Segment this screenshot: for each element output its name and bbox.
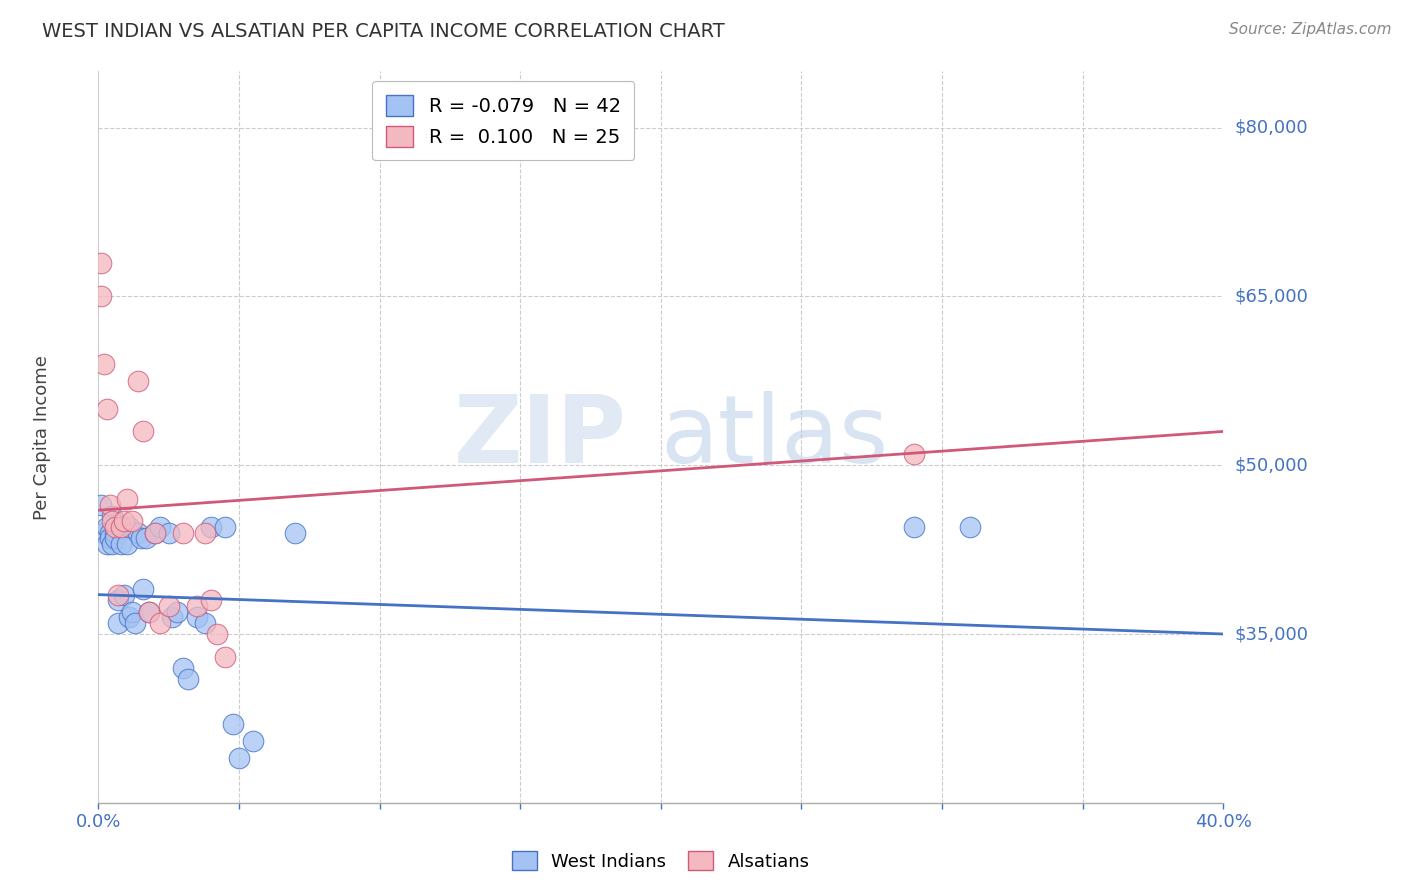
- Point: [186, 599, 208, 613]
- Point: [110, 537, 132, 551]
- Point: [96, 401, 118, 416]
- Point: [101, 508, 124, 523]
- Point: [90, 255, 112, 269]
- Point: [118, 610, 141, 624]
- Point: [96, 537, 118, 551]
- Point: [222, 717, 245, 731]
- Point: [205, 627, 228, 641]
- Point: [959, 520, 981, 534]
- Text: WEST INDIAN VS ALSATIAN PER CAPITA INCOME CORRELATION CHART: WEST INDIAN VS ALSATIAN PER CAPITA INCOM…: [42, 22, 725, 41]
- Point: [132, 582, 155, 596]
- Point: [104, 525, 127, 540]
- Text: $65,000: $65,000: [1234, 287, 1309, 305]
- Point: [107, 615, 129, 630]
- Point: [104, 520, 127, 534]
- Point: [127, 525, 149, 540]
- Point: [172, 661, 194, 675]
- Point: [166, 605, 188, 619]
- Text: $35,000: $35,000: [1234, 625, 1309, 643]
- Point: [242, 734, 264, 748]
- Point: [107, 588, 129, 602]
- Point: [112, 588, 135, 602]
- Point: [118, 520, 141, 534]
- Text: $50,000: $50,000: [1234, 456, 1308, 475]
- Point: [129, 532, 152, 546]
- Point: [194, 615, 217, 630]
- Point: [132, 425, 155, 439]
- Point: [121, 605, 143, 619]
- Point: [98, 498, 121, 512]
- Point: [110, 520, 132, 534]
- Point: [149, 615, 172, 630]
- Point: [157, 525, 180, 540]
- Point: [101, 515, 124, 529]
- Point: [127, 374, 149, 388]
- Point: [98, 532, 121, 546]
- Text: atlas: atlas: [661, 391, 889, 483]
- Point: [903, 520, 925, 534]
- Point: [160, 610, 183, 624]
- Point: [194, 525, 217, 540]
- Point: [115, 491, 138, 506]
- Text: Source: ZipAtlas.com: Source: ZipAtlas.com: [1229, 22, 1392, 37]
- Point: [98, 525, 121, 540]
- Point: [903, 447, 925, 461]
- Point: [138, 605, 160, 619]
- Point: [96, 520, 118, 534]
- Text: ZIP: ZIP: [454, 391, 627, 483]
- Point: [186, 610, 208, 624]
- Point: [93, 357, 115, 371]
- Point: [135, 532, 157, 546]
- Point: [200, 593, 222, 607]
- Point: [214, 520, 236, 534]
- Point: [93, 525, 115, 540]
- Point: [104, 532, 127, 546]
- Point: [149, 520, 172, 534]
- Point: [143, 525, 166, 540]
- Point: [121, 515, 143, 529]
- Point: [228, 751, 250, 765]
- Point: [110, 520, 132, 534]
- Point: [157, 599, 180, 613]
- Point: [143, 525, 166, 540]
- Legend: West Indians, Alsatians: West Indians, Alsatians: [505, 844, 817, 878]
- Point: [115, 537, 138, 551]
- Text: Per Capita Income: Per Capita Income: [34, 355, 51, 519]
- Point: [101, 537, 124, 551]
- Text: $80,000: $80,000: [1234, 119, 1308, 136]
- Point: [214, 649, 236, 664]
- Point: [124, 615, 146, 630]
- Point: [200, 520, 222, 534]
- Point: [107, 593, 129, 607]
- Point: [90, 289, 112, 303]
- Point: [172, 525, 194, 540]
- Point: [177, 672, 200, 686]
- Point: [112, 515, 135, 529]
- Point: [284, 525, 307, 540]
- Point: [90, 498, 112, 512]
- Point: [138, 605, 160, 619]
